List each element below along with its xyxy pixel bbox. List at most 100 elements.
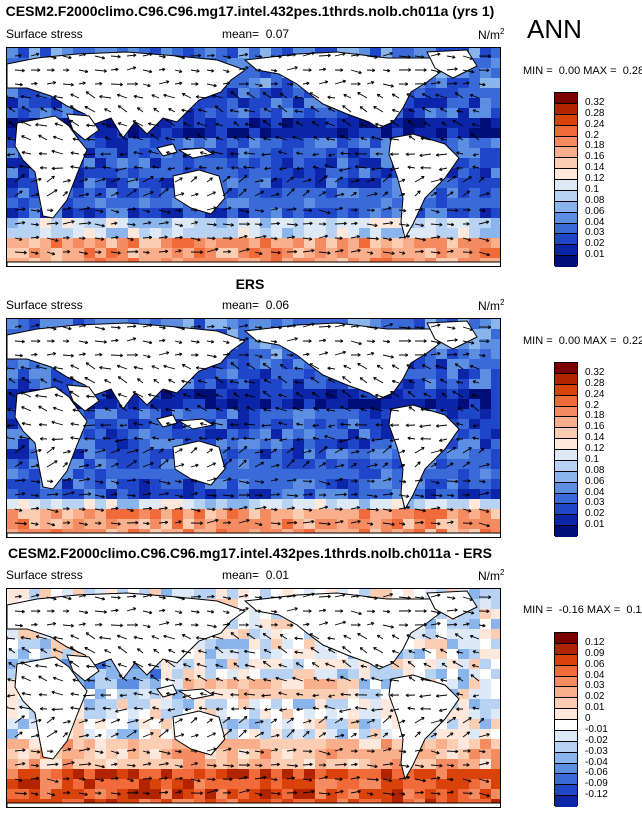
- stress-arrow: [38, 134, 48, 141]
- stress-arrow: [478, 492, 489, 496]
- stress-arrow: [222, 458, 232, 468]
- colorbar-tick-label: 0.02: [585, 238, 605, 250]
- field-cell: [194, 479, 206, 490]
- field-cell: [117, 238, 129, 249]
- stress-arrow-head: [162, 56, 166, 59]
- field-cell: [425, 188, 437, 199]
- stress-arrow: [30, 507, 39, 510]
- stress-arrow: [302, 520, 315, 524]
- stress-arrow: [270, 478, 278, 482]
- stress-arrow-head: [54, 393, 58, 395]
- stress-arrow: [414, 176, 425, 183]
- stress-arrow-head: [439, 167, 442, 171]
- field-cell: [359, 128, 371, 139]
- stress-arrow: [286, 236, 295, 239]
- stress-arrow: [446, 223, 454, 226]
- stress-arrow: [19, 436, 32, 440]
- field-cell: [348, 248, 360, 259]
- stress-arrow-head: [227, 82, 231, 86]
- field-cell: [216, 509, 228, 520]
- field-cell: [392, 479, 404, 490]
- field-cell: [293, 168, 305, 179]
- stress-arrow-head: [100, 482, 104, 484]
- field-cell: [282, 248, 294, 259]
- field-cell: [106, 509, 118, 520]
- field-cell: [205, 489, 217, 500]
- stress-arrow-head: [354, 222, 358, 226]
- field-cell: [458, 339, 470, 350]
- field-cell: [139, 499, 151, 510]
- field-cell: [249, 439, 261, 450]
- stress-arrow-head: [226, 342, 230, 344]
- stress-arrow: [117, 122, 128, 127]
- stress-arrow: [462, 190, 470, 197]
- field-cell: [359, 48, 371, 59]
- stress-arrow-head: [375, 393, 379, 396]
- field-cell: [29, 479, 41, 490]
- stress-arrow-head: [468, 510, 472, 513]
- stress-arrow: [312, 437, 320, 440]
- field-cell: [172, 519, 184, 530]
- stress-arrow: [119, 424, 128, 427]
- stress-arrow-head: [328, 153, 332, 157]
- field-cell: [194, 138, 206, 149]
- stress-arrow: [158, 68, 166, 71]
- field-cell: [18, 108, 30, 119]
- stress-arrow: [382, 222, 393, 225]
- stress-arrow: [420, 408, 432, 412]
- stress-arrow-head: [402, 450, 406, 454]
- stress-arrow-head: [407, 56, 411, 59]
- field-cell: [194, 118, 206, 129]
- field-cell: [392, 469, 404, 480]
- stress-arrow-head: [134, 460, 137, 464]
- stress-arrow-head: [36, 464, 40, 468]
- stress-arrow-head: [230, 151, 234, 155]
- field-cell: [403, 118, 415, 129]
- stress-arrow: [430, 192, 437, 197]
- stress-arrow: [254, 461, 264, 468]
- stress-arrow-head: [162, 448, 164, 452]
- field-cell: [183, 519, 195, 530]
- field-cell: [271, 228, 283, 239]
- stress-arrow-head: [274, 177, 278, 181]
- field-cell: [7, 399, 19, 410]
- stress-arrow-head: [273, 341, 278, 344]
- stress-arrow: [174, 69, 183, 73]
- field-cell: [414, 479, 426, 490]
- stress-arrow: [30, 449, 42, 454]
- colorbar-swatch: [555, 363, 577, 374]
- stress-arrow-head: [148, 222, 152, 225]
- stress-arrow: [30, 178, 42, 183]
- stress-arrow-head: [437, 523, 441, 526]
- stress-arrow-head: [311, 52, 315, 56]
- stress-arrow-head: [408, 390, 412, 393]
- field-cell: [249, 469, 261, 480]
- stress-arrow: [456, 423, 464, 426]
- field-cell: [227, 449, 239, 460]
- stress-arrow: [126, 66, 137, 71]
- field-cell: [227, 58, 239, 69]
- stress-arrow-head: [23, 523, 27, 526]
- stress-arrow: [286, 459, 295, 468]
- field-cell: [414, 519, 426, 530]
- stress-arrow-head: [115, 236, 119, 240]
- field-cell: [469, 98, 481, 109]
- field-cell: [172, 138, 184, 149]
- stress-arrow: [263, 119, 272, 127]
- stress-arrow: [142, 53, 153, 57]
- panel2-units: N/m2: [478, 298, 504, 313]
- field-cell: [392, 198, 404, 209]
- field-cell: [315, 108, 327, 119]
- stress-arrow: [286, 507, 295, 510]
- field-cell: [73, 589, 85, 600]
- field-cell: [392, 178, 404, 189]
- stress-arrow-head: [327, 325, 331, 329]
- stress-arrow-head: [294, 380, 298, 383]
- stress-arrow: [318, 235, 328, 239]
- stress-arrow: [142, 447, 154, 454]
- stress-arrow: [340, 406, 352, 412]
- stress-arrow: [452, 390, 464, 398]
- stress-arrow: [174, 55, 185, 59]
- stress-arrow: [206, 54, 215, 57]
- stress-arrow: [174, 520, 182, 524]
